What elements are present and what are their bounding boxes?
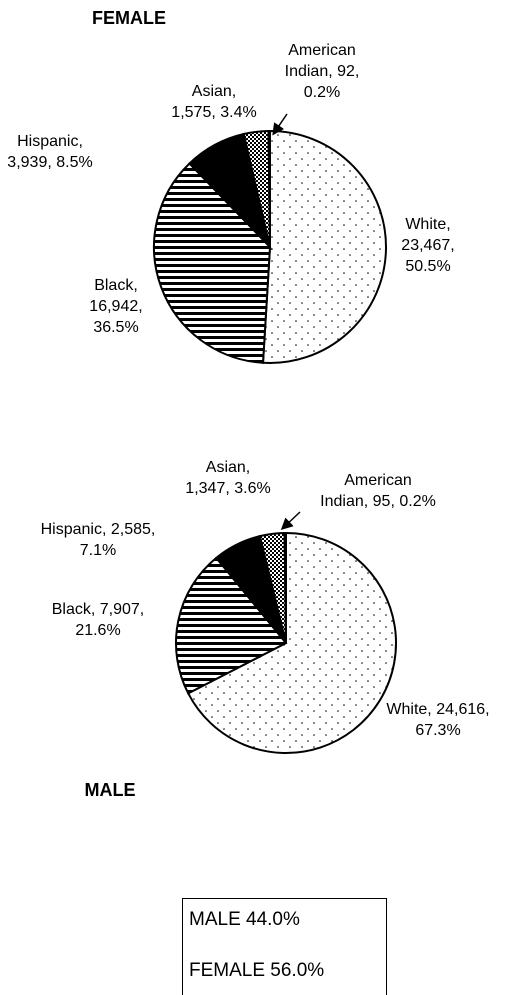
- female-data-label-asian: Asian, 1,575, 3.4%: [171, 83, 256, 121]
- female-slice-american-indian: [267, 129, 271, 248]
- female-data-label-black: Black, 16,942, 36.5%: [89, 277, 142, 336]
- male-data-label-american-indian: American Indian, 95, 0.2%: [320, 472, 436, 510]
- male-data-label-white: White, 24,616, 67.3%: [386, 701, 489, 739]
- male-slice-black: [175, 556, 288, 695]
- legend-male: MALE 44.0%: [189, 909, 300, 930]
- female-data-label-hispanic: Hispanic, 3,939, 8.5%: [7, 133, 92, 171]
- legend-female: FEMALE 56.0%: [189, 960, 325, 981]
- female-slice-black: [153, 162, 272, 364]
- male-leader-arrow: [280, 511, 301, 531]
- female-slice-white: [261, 129, 387, 364]
- male-slice-white: [186, 531, 397, 754]
- legend-box: MALE 44.0% FEMALE 56.0%: [182, 898, 387, 995]
- male-data-label-asian: Asian, 1,347, 3.6%: [185, 459, 270, 497]
- male-chart-title: MALE: [85, 780, 136, 800]
- female-data-label-white: White, 23,467, 50.5%: [401, 216, 454, 275]
- female-chart-title: FEMALE: [92, 8, 166, 28]
- male-slice-american-indian: [283, 531, 287, 644]
- female-leader-arrow: [272, 113, 288, 136]
- female-data-label-american-indian: American Indian, 92, 0.2%: [285, 42, 360, 101]
- male-data-label-black: Black, 7,907, 21.6%: [52, 601, 145, 639]
- male-data-label-hispanic: Hispanic, 2,585, 7.1%: [41, 521, 156, 559]
